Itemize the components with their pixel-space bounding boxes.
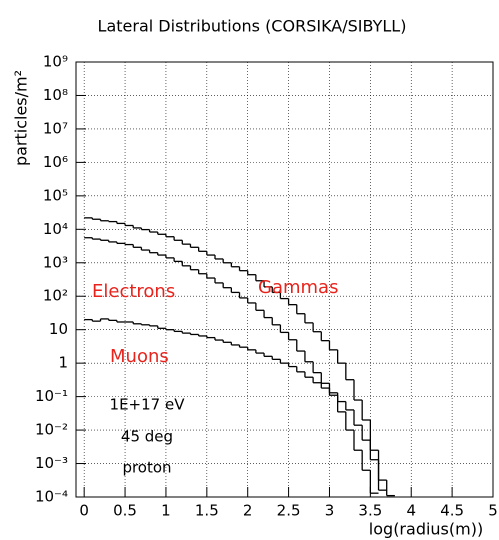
annotation: proton [122, 459, 171, 477]
y-tick-label: 10³ [43, 253, 68, 271]
y-tick-label: 10⁹ [43, 53, 68, 71]
y-tick-label: 10⁻⁴ [35, 488, 68, 506]
y-tick-label: 10⁻² [35, 421, 68, 439]
x-tick-label: 2 [243, 502, 253, 520]
series-label: Gammas [258, 277, 338, 298]
y-tick-label: 10⁸ [43, 86, 68, 104]
x-tick-label: 0.5 [113, 502, 137, 520]
series-label: Muons [110, 346, 169, 367]
x-tick-label: 5 [488, 502, 498, 520]
y-tick-label: 1 [58, 354, 68, 372]
annotation: 45 deg [121, 428, 173, 446]
y-tick-label: 10⁷ [43, 119, 68, 137]
series-label: Electrons [92, 281, 175, 302]
x-axis-label: log(radius(m)) [369, 520, 483, 539]
chart-title: Lateral Distributions (CORSIKA/SIBYLL) [98, 17, 407, 36]
annotation: 1E+17 eV [110, 396, 186, 414]
y-axis-label: particles/m² [12, 70, 31, 166]
x-tick-label: 3.5 [358, 502, 382, 520]
x-tick-label: 0 [79, 502, 89, 520]
x-tick-label: 4.5 [440, 502, 464, 520]
y-tick-label: 10 [49, 320, 68, 338]
x-tick-label: 4 [406, 502, 416, 520]
y-tick-label: 10⁴ [43, 220, 68, 238]
y-tick-label: 10⁶ [43, 153, 68, 171]
plot-frame [75, 61, 494, 498]
y-tick-label: 10² [43, 287, 68, 305]
x-tick-label: 3 [325, 502, 335, 520]
y-tick-label: 10⁵ [43, 186, 68, 204]
x-tick-label: 1.5 [195, 502, 219, 520]
x-tick-label: 2.5 [277, 502, 301, 520]
y-tick-label: 10⁻³ [35, 454, 68, 472]
y-tick-label: 10⁻¹ [35, 387, 68, 405]
x-tick-label: 1 [161, 502, 171, 520]
